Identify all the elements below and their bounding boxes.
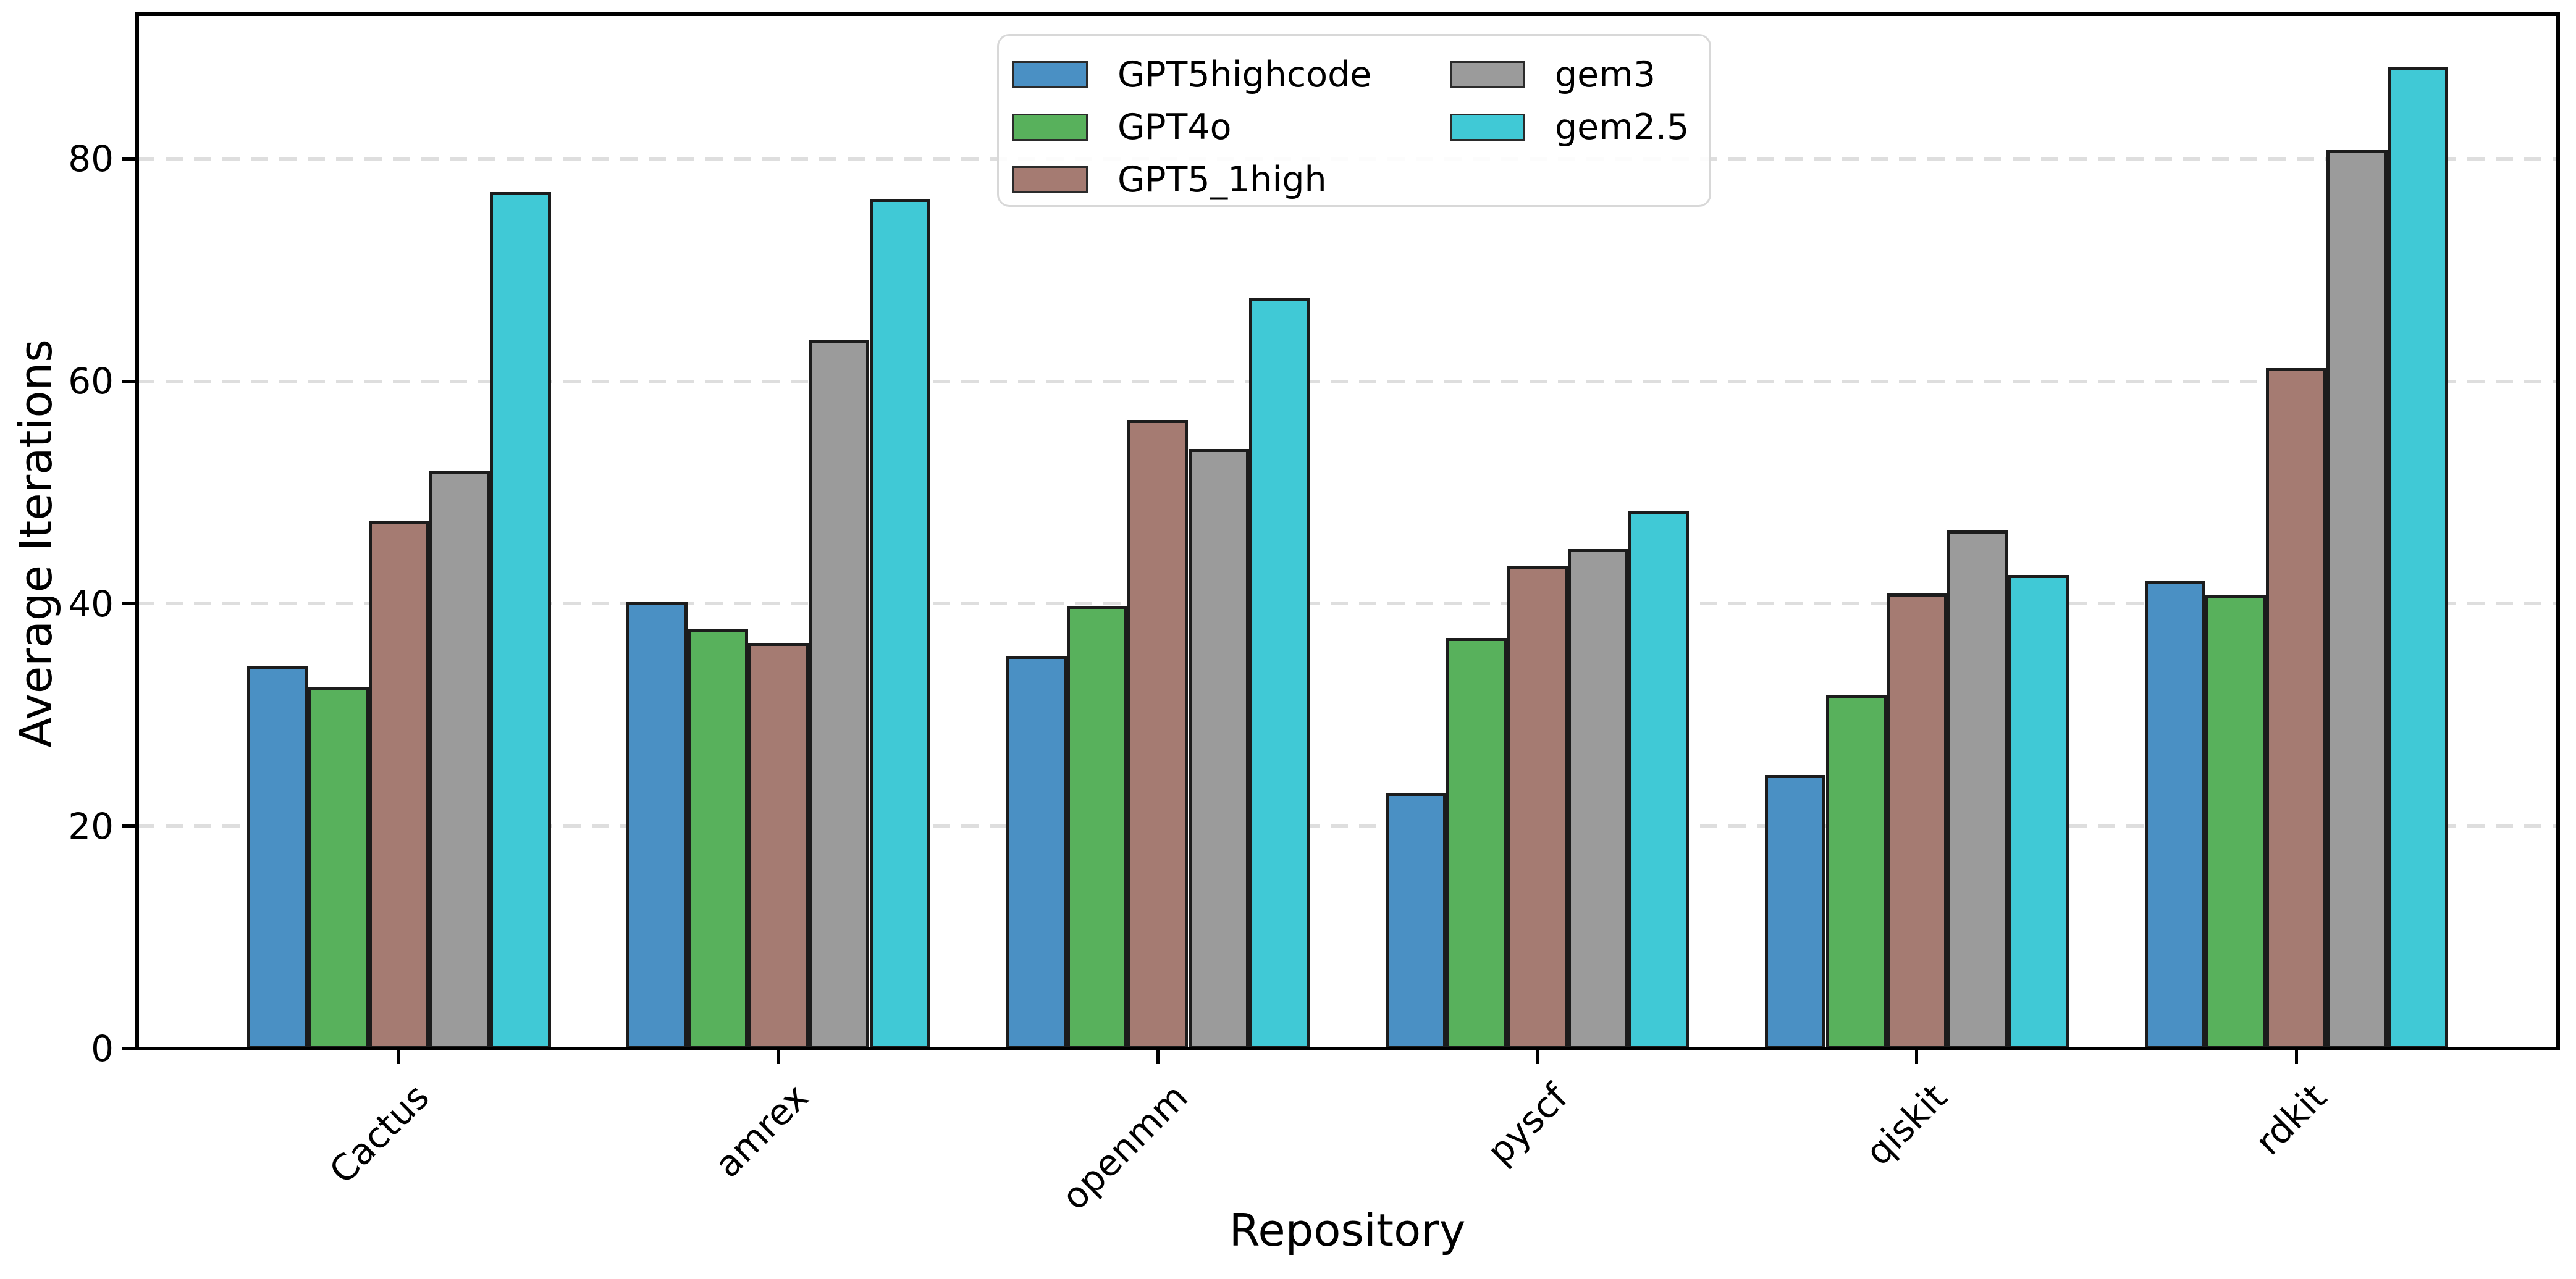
y-tick-mark-0 bbox=[122, 1047, 135, 1050]
legend-entry-gem3: gem3 bbox=[1450, 48, 1689, 101]
y-tick-label-80: 80 bbox=[68, 138, 114, 180]
y-tick-mark-60 bbox=[122, 380, 135, 383]
legend-swatch-gem2.5 bbox=[1450, 113, 1525, 141]
y-tick-label-60: 60 bbox=[68, 360, 114, 402]
legend-entry-GPT5highcode: GPT5highcode bbox=[1012, 48, 1450, 101]
legend-column-1: GPT5highcode GPT4o GPT5_1high bbox=[1012, 48, 1450, 206]
bar-rdkit-GPT5highcode bbox=[2144, 580, 2205, 1049]
bar-pyscf-GPT5highcode bbox=[1385, 792, 1447, 1049]
bar-pyscf-GPT5_1high bbox=[1507, 566, 1568, 1049]
spine-bottom bbox=[135, 1047, 2560, 1050]
legend-label-GPT5highcode: GPT5highcode bbox=[1118, 54, 1372, 95]
bar-openmm-GPT5_1high bbox=[1127, 420, 1189, 1049]
bar-openmm-GPT4o bbox=[1066, 606, 1128, 1049]
bar-amrex-GPT4o bbox=[687, 629, 748, 1049]
bar-Cactus-GPT5highcode bbox=[247, 666, 308, 1049]
legend: GPT5highcode GPT4o GPT5_1high gem3 gem2.5 bbox=[997, 34, 1711, 207]
bar-qiskit-gem3 bbox=[1947, 530, 2008, 1049]
x-tick-label-Cactus: Cactus bbox=[321, 1076, 438, 1192]
x-tick-label-qiskit: qiskit bbox=[1857, 1076, 1956, 1174]
x-tick-label-pyscf: pyscf bbox=[1479, 1076, 1576, 1173]
gridline-y-20 bbox=[137, 824, 2558, 828]
y-tick-label-40: 40 bbox=[68, 583, 114, 625]
legend-label-gem3: gem3 bbox=[1555, 54, 1656, 95]
legend-entry-GPT5_1high: GPT5_1high bbox=[1012, 153, 1450, 206]
x-tick-label-rdkit: rdkit bbox=[2247, 1076, 2335, 1164]
legend-swatch-gem3 bbox=[1450, 61, 1525, 88]
legend-entry-gem2.5: gem2.5 bbox=[1450, 101, 1689, 153]
bar-openmm-gem2.5 bbox=[1248, 298, 1310, 1049]
legend-swatch-GPT4o bbox=[1012, 113, 1088, 141]
y-tick-mark-40 bbox=[122, 602, 135, 605]
bar-Cactus-gem3 bbox=[429, 471, 490, 1049]
x-tick-label-openmm: openmm bbox=[1053, 1076, 1197, 1218]
x-tick-mark-openmm bbox=[1156, 1050, 1160, 1064]
bar-rdkit-gem2.5 bbox=[2387, 66, 2448, 1049]
bar-amrex-GPT5_1high bbox=[748, 642, 809, 1049]
bar-openmm-gem3 bbox=[1188, 449, 1249, 1049]
bar-amrex-gem3 bbox=[809, 340, 870, 1049]
gridline-y-40 bbox=[137, 602, 2558, 605]
bar-qiskit-GPT4o bbox=[1825, 695, 1887, 1049]
y-tick-mark-80 bbox=[122, 157, 135, 161]
gridline-y-60 bbox=[137, 380, 2558, 383]
bar-rdkit-GPT4o bbox=[2205, 595, 2266, 1049]
bar-qiskit-GPT5_1high bbox=[1886, 593, 1948, 1049]
bar-Cactus-GPT4o bbox=[308, 687, 369, 1049]
bar-amrex-gem2.5 bbox=[869, 199, 930, 1049]
x-tick-mark-Cactus bbox=[397, 1050, 400, 1064]
bar-qiskit-gem2.5 bbox=[2008, 574, 2069, 1049]
spine-left bbox=[135, 12, 139, 1050]
legend-swatch-GPT5_1high bbox=[1012, 166, 1088, 193]
legend-label-GPT4o: GPT4o bbox=[1118, 106, 1232, 148]
legend-column-2: gem3 gem2.5 bbox=[1450, 48, 1689, 153]
y-tick-label-0: 0 bbox=[91, 1028, 114, 1070]
y-tick-mark-20 bbox=[122, 824, 135, 828]
bar-Cactus-GPT5_1high bbox=[368, 521, 429, 1049]
x-tick-mark-pyscf bbox=[1536, 1050, 1539, 1064]
bar-pyscf-gem2.5 bbox=[1628, 511, 1690, 1049]
x-tick-mark-rdkit bbox=[2295, 1050, 2298, 1064]
x-tick-mark-amrex bbox=[777, 1050, 780, 1064]
bar-openmm-GPT5highcode bbox=[1006, 656, 1067, 1049]
legend-entry-GPT4o: GPT4o bbox=[1012, 101, 1450, 153]
bar-qiskit-GPT5highcode bbox=[1765, 774, 1826, 1049]
legend-swatch-GPT5highcode bbox=[1012, 61, 1088, 88]
spine-top bbox=[135, 12, 2560, 16]
bar-rdkit-GPT5_1high bbox=[2266, 367, 2327, 1049]
legend-label-gem2.5: gem2.5 bbox=[1555, 106, 1690, 148]
bar-pyscf-gem3 bbox=[1567, 549, 1629, 1049]
bar-Cactus-gem2.5 bbox=[490, 192, 551, 1049]
x-tick-label-amrex: amrex bbox=[707, 1076, 817, 1186]
bar-amrex-GPT5highcode bbox=[626, 602, 688, 1049]
x-axis-title: Repository bbox=[1229, 1204, 1466, 1256]
legend-label-GPT5_1high: GPT5_1high bbox=[1118, 159, 1327, 200]
bar-pyscf-GPT4o bbox=[1446, 638, 1507, 1049]
y-tick-label-20: 20 bbox=[68, 805, 114, 847]
bar-rdkit-gem3 bbox=[2326, 149, 2388, 1049]
x-tick-mark-qiskit bbox=[1915, 1050, 1918, 1064]
spine-right bbox=[2556, 12, 2560, 1050]
